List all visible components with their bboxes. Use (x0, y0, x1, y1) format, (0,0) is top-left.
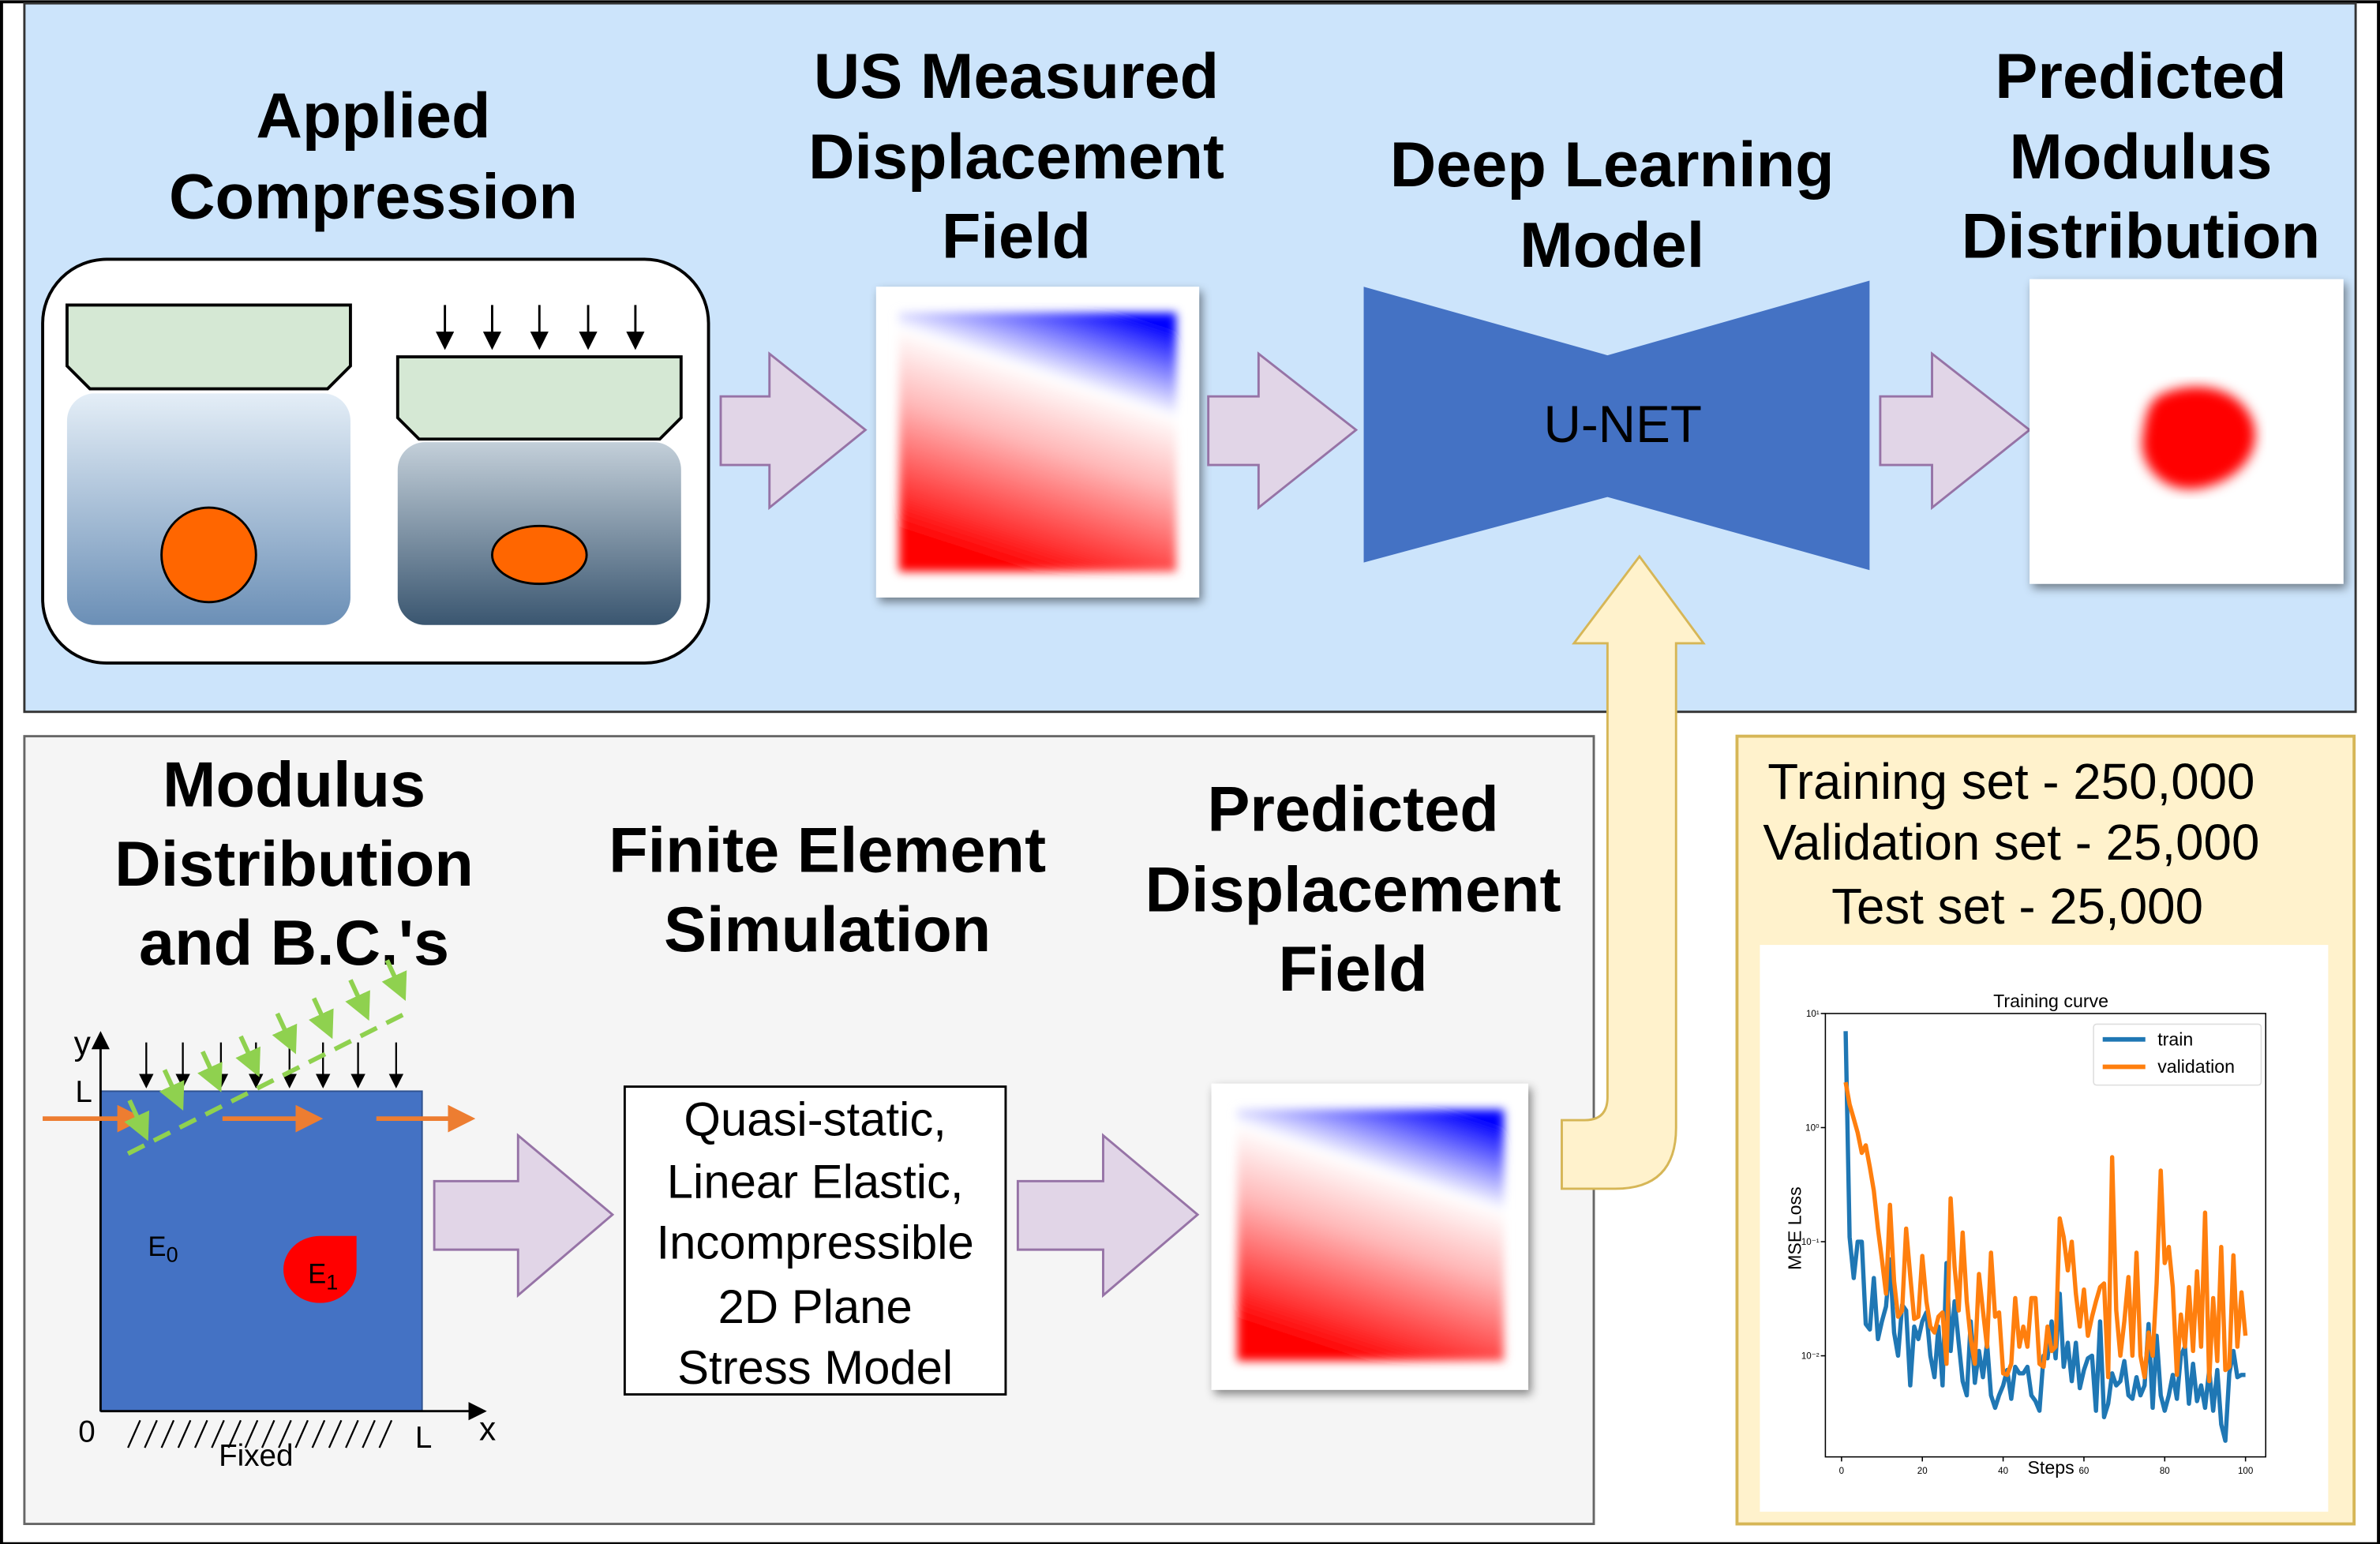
y-tick-label: 10⁰ (1805, 1123, 1820, 1133)
x-tick-label: 40 (1998, 1467, 2008, 1476)
unet-shape (1363, 280, 1870, 571)
fixed-hatch (127, 1419, 393, 1448)
x-tick-label: 20 (1917, 1467, 1928, 1476)
flow-arrow-4 (433, 1133, 615, 1299)
paddle-compressed (395, 355, 683, 441)
y-tick-label: 10⁻² (1801, 1351, 1820, 1361)
predicted-modulus-title: Predicted Modulus Distribution (1962, 41, 2321, 272)
e0-label: E0 (148, 1232, 178, 1267)
predicted-lesion (2142, 386, 2255, 489)
y-axis-title: MSE Loss (1785, 1186, 1805, 1270)
chart-title: Training curve (1993, 991, 2108, 1011)
predicted-displacement-title: Predicted Displacement Field (1145, 774, 1561, 1005)
fixed-label: Fixed (219, 1439, 293, 1473)
x-L-label: L (415, 1421, 432, 1455)
lesion-compressed (491, 524, 588, 586)
x-tick-label: 0 (1839, 1467, 1844, 1476)
training-curve-chart: Training curve Steps MSE Loss 0 20 40 60 80 1… (1760, 945, 2329, 1512)
deep-learning-title: Deep Learning Model (1390, 129, 1835, 281)
x-axis-label: x (479, 1410, 496, 1447)
feedback-arrow (1561, 554, 1706, 1190)
flow-arrow-5 (1016, 1133, 1200, 1299)
e1-label: E1 (308, 1260, 338, 1295)
validation-set-count: Validation set - 25,000 (1763, 815, 2259, 871)
inclusion (283, 1235, 357, 1303)
legend: train validation (2093, 1023, 2262, 1086)
compression-illustration (41, 257, 710, 665)
model-description: Quasi-static, Linear Elastic, Incompressib… (656, 1092, 973, 1394)
x-axis-title: Steps (2027, 1457, 2074, 1478)
us-displacement-image (875, 287, 1200, 598)
y-axis-label: y (74, 1025, 92, 1062)
domain-square (99, 1090, 423, 1412)
compression-force-arrows (436, 305, 645, 350)
unet-label: U-NET (1543, 395, 1701, 453)
x-tick-label: 100 (2238, 1467, 2253, 1476)
modulus-bc-title: Modulus Distribution and B.C.'s (114, 749, 474, 979)
test-set-count: Test set - 25,000 (1831, 879, 2203, 935)
us-displacement-title: US Measured Displacement Field (808, 41, 1224, 272)
x-tick-label: 80 (2160, 1467, 2170, 1476)
predicted-modulus-image (2030, 279, 2344, 584)
flow-arrow-1 (719, 351, 868, 511)
oblique-wave-arrows (124, 959, 413, 1156)
legend-validation: validation (2157, 1056, 2235, 1077)
fe-simulation-title: Finite Element Simulation (609, 815, 1046, 965)
boundary-condition-diagram: E0 E1 y L 0 L x Fixed (43, 959, 496, 1473)
applied-compression-title: Applied Compression (169, 81, 578, 232)
x-tick-label: 60 (2078, 1467, 2089, 1476)
y-tick-label: 10⁻¹ (1801, 1238, 1820, 1247)
y-tick-label: 10¹ (1806, 1010, 1820, 1019)
training-set-count: Training set - 250,000 (1767, 754, 2254, 810)
origin-label: 0 (78, 1415, 95, 1448)
paddle-uncompressed (65, 303, 352, 391)
series-line-validation (1843, 1081, 2248, 1384)
lesion-uncompressed (160, 506, 257, 604)
y-L-label: L (75, 1075, 92, 1109)
model-box (623, 1085, 1007, 1396)
legend-train: train (2157, 1029, 2193, 1049)
flow-arrow-2 (1207, 351, 1359, 511)
predicted-displacement-image (1211, 1083, 1529, 1390)
flow-arrow-3 (1879, 351, 2032, 511)
